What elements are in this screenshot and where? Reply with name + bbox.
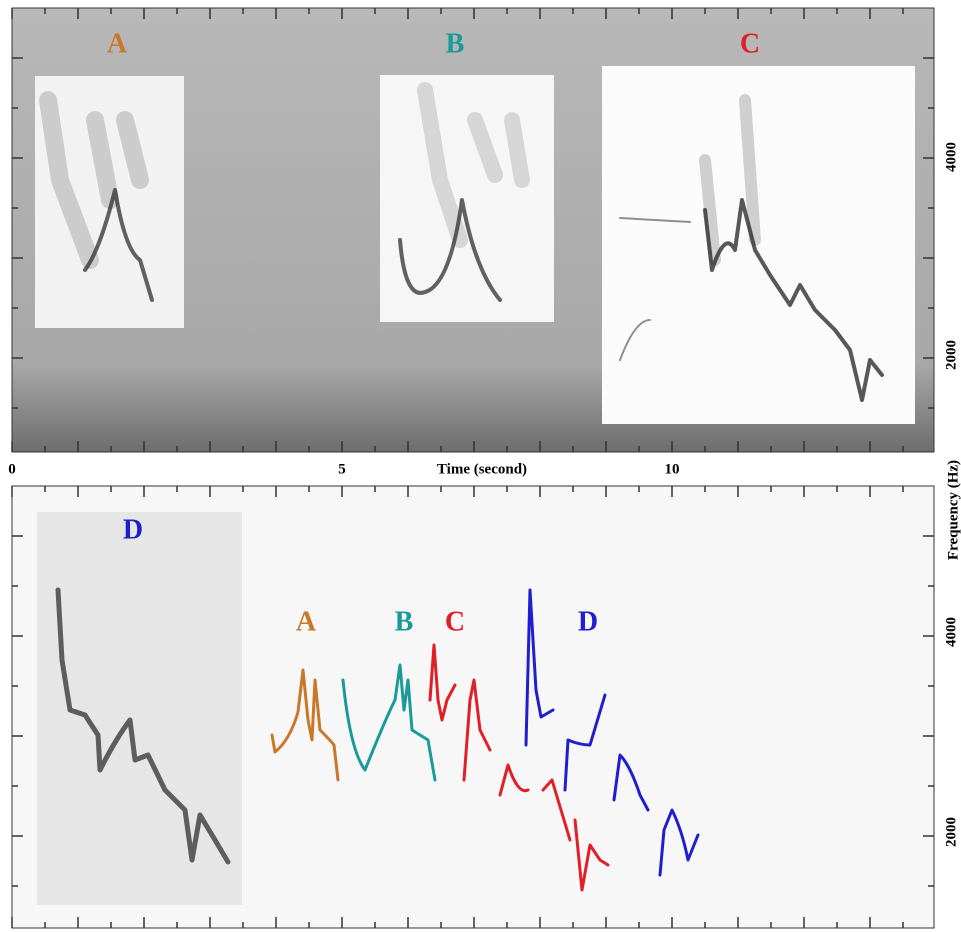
x-tick-label: 0 [8, 461, 16, 477]
trace-label-b: B [395, 606, 414, 637]
x-tick-label: 10 [665, 461, 680, 477]
label-d: D [123, 514, 143, 545]
x-tick-label: 5 [338, 461, 346, 477]
spectrogram-b [380, 75, 554, 322]
x-axis-title: Time (second) [437, 461, 527, 477]
y-tick-label: 2000 [943, 340, 959, 370]
label-b: B [446, 28, 465, 59]
trace-label-c: C [445, 606, 465, 637]
label-c: C [740, 28, 760, 59]
trace-label-d: D [578, 606, 598, 637]
trace-label-a: A [296, 606, 317, 637]
spectrogram-d-marks [55, 587, 231, 865]
spectrogram-marks [39, 82, 884, 402]
y-axis-title: Frequency (Hz) [945, 460, 961, 560]
y-tick-label: 4000 [943, 617, 959, 647]
y-tick-label: 2000 [943, 817, 959, 847]
label-a: A [107, 28, 128, 59]
spectrogram-a [35, 76, 184, 328]
traces [270, 588, 700, 892]
spectrogram-c [602, 66, 915, 424]
y-tick-label: 4000 [943, 142, 959, 172]
tick-marks [11, 8, 934, 928]
